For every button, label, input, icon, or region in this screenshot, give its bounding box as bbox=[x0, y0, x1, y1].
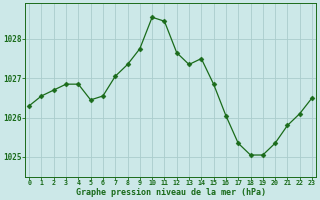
X-axis label: Graphe pression niveau de la mer (hPa): Graphe pression niveau de la mer (hPa) bbox=[76, 188, 266, 197]
